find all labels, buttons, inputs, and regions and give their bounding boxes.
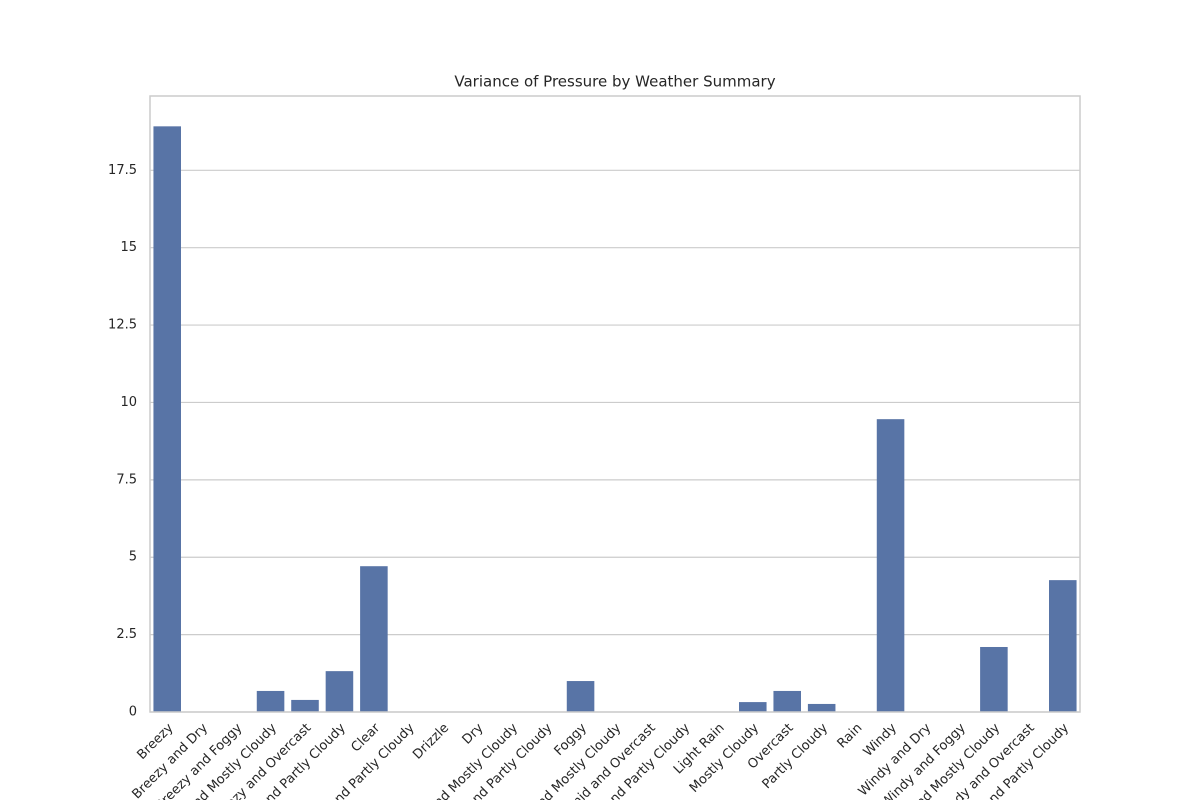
y-tick-label: 12.5 bbox=[108, 318, 137, 333]
y-tick-label: 0 bbox=[129, 705, 137, 720]
bar bbox=[566, 681, 595, 712]
y-tick-label: 7.5 bbox=[116, 472, 137, 487]
bar bbox=[876, 419, 905, 712]
y-tick-label: 5 bbox=[129, 550, 137, 565]
chart-title: Variance of Pressure by Weather Summary bbox=[454, 73, 775, 91]
bar bbox=[256, 690, 285, 712]
plot-frame bbox=[149, 95, 1081, 713]
bar bbox=[153, 126, 181, 712]
bar bbox=[291, 699, 319, 712]
y-tick-label: 17.5 bbox=[108, 163, 137, 178]
bar bbox=[807, 703, 836, 712]
y-tick-label: 2.5 bbox=[116, 627, 137, 642]
bar bbox=[360, 566, 388, 712]
bar bbox=[325, 671, 354, 712]
x-tick-label: Drizzle bbox=[410, 721, 452, 763]
y-tick-label: 10 bbox=[120, 395, 137, 410]
x-tick-label: Dry bbox=[460, 720, 487, 747]
x-tick-label: Rain bbox=[835, 721, 866, 752]
bar bbox=[739, 702, 767, 712]
bar bbox=[1049, 580, 1077, 712]
bar bbox=[980, 646, 1008, 712]
bar bbox=[773, 690, 801, 712]
y-tick-label: 15 bbox=[120, 240, 137, 255]
